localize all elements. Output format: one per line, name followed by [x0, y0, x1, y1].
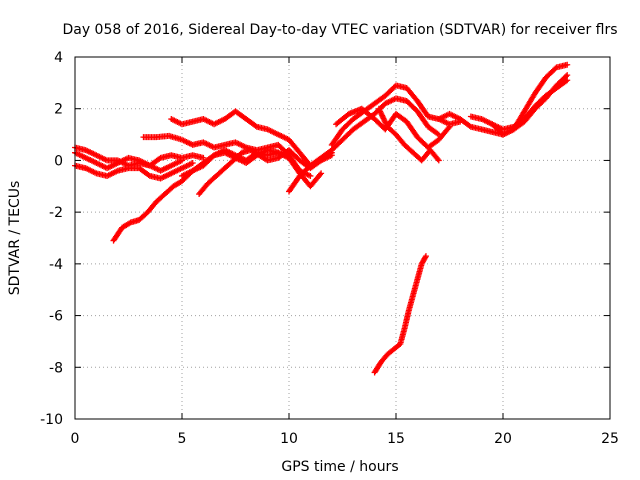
data-point — [466, 122, 473, 129]
data-point — [435, 157, 442, 164]
data-point — [564, 61, 571, 68]
y-tick-label: -4 — [49, 257, 63, 273]
data-point — [317, 171, 324, 178]
series-s3 — [72, 149, 185, 174]
x-tick-label: 5 — [178, 431, 187, 447]
data-point — [445, 125, 452, 132]
data-point — [563, 73, 570, 80]
data-point — [156, 155, 163, 162]
x-tick-labels: 0 5 10 15 20 25 — [71, 431, 619, 447]
y-tick-label: 0 — [54, 153, 63, 169]
ticks — [74, 56, 611, 420]
x-tick-label: 15 — [387, 431, 405, 447]
y-tick-label: 2 — [54, 102, 63, 118]
data-point — [446, 123, 453, 130]
series-s16 — [371, 253, 429, 376]
data-point — [145, 171, 152, 178]
data-point — [434, 156, 441, 163]
data-point — [564, 72, 571, 79]
data-point — [179, 157, 185, 164]
x-tick-label: 10 — [280, 431, 298, 447]
series-s9 — [286, 95, 442, 195]
series-s12 — [375, 105, 442, 164]
y-tick-label: -8 — [49, 360, 63, 376]
plot-frame — [74, 56, 611, 420]
data-point — [307, 172, 314, 179]
data-point — [422, 253, 429, 260]
y-tick-label: 4 — [54, 50, 63, 66]
series-s15 — [489, 72, 571, 138]
data-points — [72, 61, 571, 376]
series-s8 — [196, 147, 335, 198]
data-point — [434, 130, 441, 137]
chart-title: Day 058 of 2016, Sidereal Day-to-day VTE… — [62, 22, 617, 38]
y-tick-label: -10 — [40, 412, 63, 428]
data-point — [318, 170, 325, 177]
series-s2 — [72, 160, 196, 182]
x-tick-label: 25 — [601, 431, 619, 447]
series-s11 — [333, 105, 453, 151]
x-tick-label: 0 — [71, 431, 80, 447]
y-axis-label: SDTVAR / TECUs — [7, 181, 23, 296]
data-point — [422, 254, 429, 261]
data-point — [189, 160, 196, 167]
x-axis-label: GPS time / hours — [281, 459, 398, 475]
data-point — [200, 154, 207, 161]
y-tick-label: -6 — [49, 309, 63, 325]
data-point — [252, 122, 259, 129]
y-tick-label: -2 — [49, 205, 63, 221]
series-s13 — [435, 61, 571, 138]
x-tick-label: 20 — [494, 431, 512, 447]
y-tick-labels: -10 -8 -6 -4 -2 0 2 4 — [40, 50, 63, 428]
